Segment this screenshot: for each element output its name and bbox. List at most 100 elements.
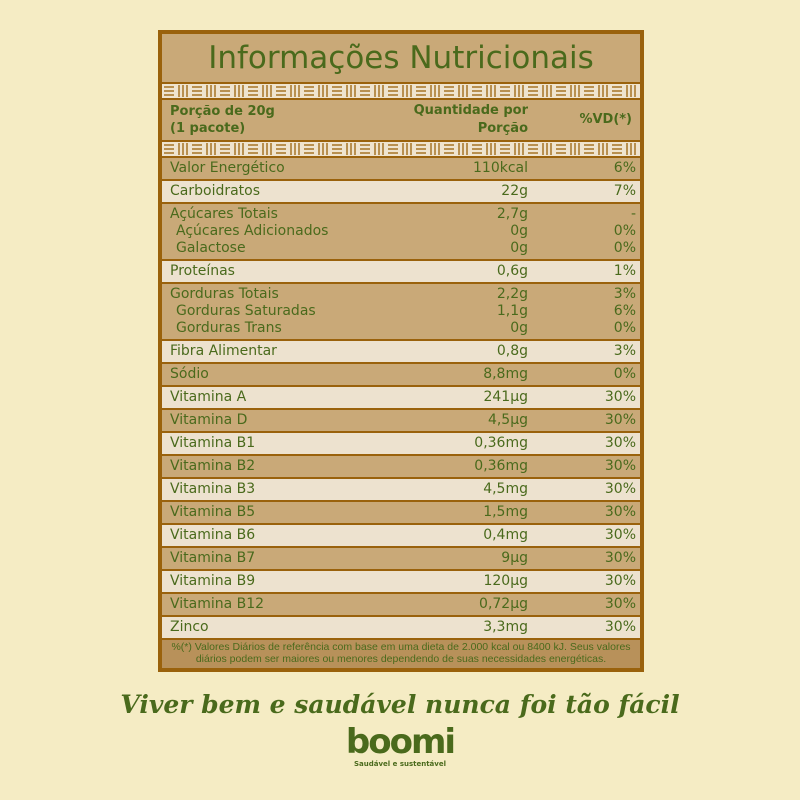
table-title: Informações Nutricionais [162, 34, 640, 82]
nutrient-quantity: 0,6g [496, 263, 528, 279]
nutrient-quantity: 0,4mg [483, 527, 528, 543]
nutrient-vd: - [630, 206, 636, 222]
nutrient-vd: 3% [613, 286, 636, 302]
nutrient-line: Carboidratos 22g 7% [162, 183, 640, 200]
nutrient-name: Vitamina B12 [170, 596, 265, 612]
table-body: Valor Energético 110kcal 6% Carboidratos 22g… [162, 158, 640, 638]
nutrient-line: Vitamina B2 0,36mg 30% [162, 458, 640, 475]
nutrient-vd: 0% [613, 240, 636, 256]
table-row: Vitamina B9 120µg 30% [162, 571, 640, 592]
nutrient-quantity: 8,8mg [483, 366, 528, 382]
slogan: Viver bem e saudável nunca foi tão fácil [120, 690, 680, 719]
nutrition-table: Informações Nutricionais Porção de 20g (1… [158, 30, 644, 672]
nutrient-quantity: 0g [510, 320, 528, 336]
nutrient-line: Gorduras Totais 2,2g 3% [162, 286, 640, 303]
table-row: Zinco 3,3mg 30% [162, 617, 640, 638]
nutrient-name: Vitamina B2 [170, 458, 256, 474]
nutrient-line: Zinco 3,3mg 30% [162, 619, 640, 636]
nutrient-vd: 0% [613, 223, 636, 239]
nutrient-name: Vitamina B7 [170, 550, 256, 566]
nutrient-quantity: 0,36mg [474, 435, 528, 451]
nutrient-vd: 0% [613, 366, 636, 382]
nutrient-name: Sódio [170, 366, 209, 382]
table-row: Gorduras Totais 2,2g 3% Gorduras Saturadas 1… [162, 284, 640, 339]
nutrient-name: Valor Energético [170, 160, 285, 176]
table-row: Vitamina B12 0,72µg 30% [162, 594, 640, 615]
nutrient-name: Vitamina B5 [170, 504, 256, 520]
nutrient-quantity: 1,1g [496, 303, 528, 319]
table-row: Valor Energético 110kcal 6% [162, 158, 640, 179]
nutrient-quantity: 4,5µg [487, 412, 528, 428]
table-row: Fibra Alimentar 0,8g 3% [162, 341, 640, 362]
nutrient-name: Gorduras Saturadas [176, 303, 316, 319]
nutrient-vd: 30% [604, 389, 636, 405]
nutrient-quantity: 0g [510, 240, 528, 256]
nutrient-vd: 30% [604, 481, 636, 497]
nutrient-line: Vitamina B3 4,5mg 30% [162, 481, 640, 498]
nutrient-name: Vitamina D [170, 412, 248, 428]
brand-logo: boomi Saudável e sustentável [330, 724, 470, 769]
nutrient-quantity: 2,7g [496, 206, 528, 222]
nutrient-vd: 6% [613, 160, 636, 176]
table-row: Vitamina B2 0,36mg 30% [162, 456, 640, 477]
nutrient-name: Vitamina B9 [170, 573, 256, 589]
pattern-band [162, 84, 640, 98]
nutrient-line: Sódio 8,8mg 0% [162, 366, 640, 383]
nutrient-quantity: 241µg [483, 389, 528, 405]
logo-wordmark: boomi [345, 722, 456, 762]
nutrient-quantity: 22g [501, 183, 528, 199]
logo-tagline: Saudável e sustentável [354, 760, 446, 768]
nutrient-vd: 3% [613, 343, 636, 359]
nutrient-name: Carboidratos [170, 183, 261, 199]
vd-header: %VD(*) [579, 112, 632, 127]
table-row: Carboidratos 22g 7% [162, 181, 640, 202]
nutrient-name: Proteínas [170, 263, 235, 279]
nutrient-line: Vitamina B9 120µg 30% [162, 573, 640, 590]
nutrient-vd: 30% [604, 527, 636, 543]
nutrient-vd: 0% [613, 320, 636, 336]
nutrient-vd: 30% [604, 596, 636, 612]
nutrient-quantity: 3,3mg [483, 619, 528, 635]
nutrient-vd: 6% [613, 303, 636, 319]
nutrient-quantity: 0,72µg [479, 596, 528, 612]
nutrient-quantity: 2,2g [496, 286, 528, 302]
nutrient-line: Gorduras Trans 0g 0% [162, 320, 640, 337]
nutrient-vd: 30% [604, 504, 636, 520]
quantity-header-sub: Porção [477, 121, 528, 136]
nutrient-name: Gorduras Totais [170, 286, 279, 302]
nutrient-line: Vitamina B12 0,72µg 30% [162, 596, 640, 613]
nutrient-quantity: 0g [510, 223, 528, 239]
nutrient-quantity: 120µg [483, 573, 528, 589]
nutrient-line: Vitamina B7 9µg 30% [162, 550, 640, 567]
nutrient-name: Vitamina A [170, 389, 247, 405]
nutrient-line: Vitamina B6 0,4mg 30% [162, 527, 640, 544]
nutrient-vd: 30% [604, 412, 636, 428]
nutrient-line: Proteínas 0,6g 1% [162, 263, 640, 280]
nutrient-line: Vitamina D 4,5µg 30% [162, 412, 640, 429]
nutrient-line: Vitamina A 241µg 30% [162, 389, 640, 406]
table-row: Proteínas 0,6g 1% [162, 261, 640, 282]
nutrient-vd: 7% [613, 183, 636, 199]
nutrient-line: Fibra Alimentar 0,8g 3% [162, 343, 640, 360]
nutrient-name: Galactose [176, 240, 246, 256]
nutrient-line: Açúcares Totais 2,7g - [162, 206, 640, 223]
table-row: Vitamina B1 0,36mg 30% [162, 433, 640, 454]
nutrient-name: Açúcares Totais [170, 206, 278, 222]
nutrient-quantity: 110kcal [473, 160, 528, 176]
table-header: Porção de 20g (1 pacote) Quantidade por Po… [162, 100, 640, 140]
nutrient-vd: 30% [604, 435, 636, 451]
table-row: Vitamina B7 9µg 30% [162, 548, 640, 569]
nutrient-name: Gorduras Trans [176, 320, 282, 336]
table-row: Vitamina A 241µg 30% [162, 387, 640, 408]
nutrient-line: Vitamina B1 0,36mg 30% [162, 435, 640, 452]
quantity-header: Quantidade por [413, 103, 528, 118]
table-row: Vitamina D 4,5µg 30% [162, 410, 640, 431]
nutrient-line: Açúcares Adicionados 0g 0% [162, 223, 640, 240]
portion-label: Porção de 20g [170, 104, 275, 119]
nutrient-vd: 30% [604, 573, 636, 589]
nutrient-name: Vitamina B3 [170, 481, 256, 497]
table-row: Vitamina B3 4,5mg 30% [162, 479, 640, 500]
table-row: Sódio 8,8mg 0% [162, 364, 640, 385]
footnote: %(*) Valores Diários de referência com b… [162, 640, 640, 668]
nutrient-quantity: 1,5mg [483, 504, 528, 520]
